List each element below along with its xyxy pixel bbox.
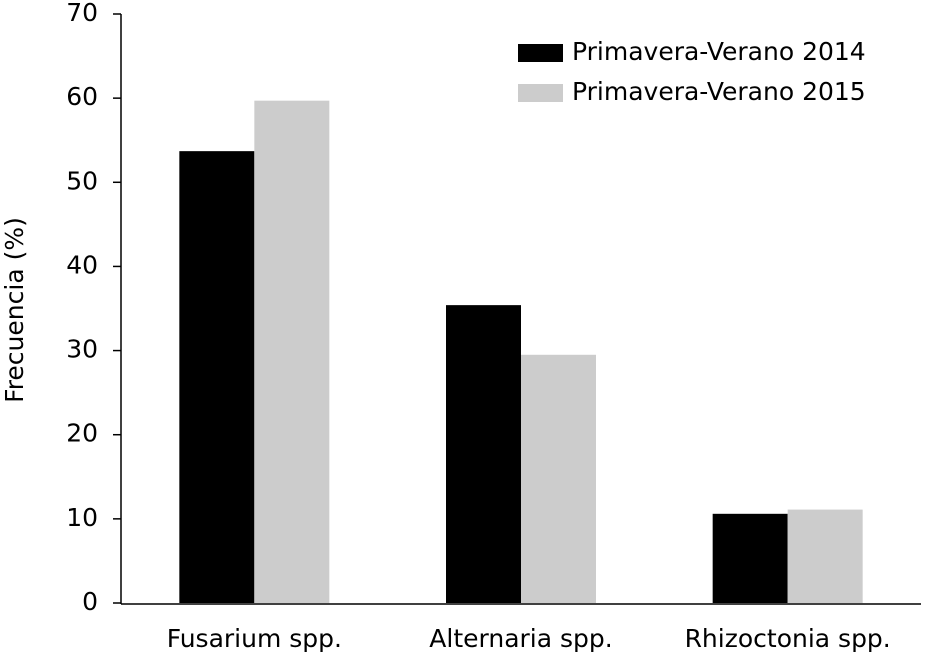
legend-swatch: [518, 84, 563, 102]
legend-swatch: [518, 44, 563, 62]
y-tick-label: 20: [66, 419, 98, 448]
x-tick-label: Rhizoctonia spp.: [685, 624, 891, 653]
y-axis-label: Frecuencia (%): [0, 217, 29, 403]
y-tick-label: 40: [66, 250, 98, 279]
y-tick-label: 10: [66, 503, 98, 532]
y-tick-label: 30: [66, 335, 98, 364]
x-tick-label: Alternaria spp.: [429, 624, 612, 653]
bar: [787, 509, 863, 603]
legend-label: Primavera-Verano 2014: [572, 37, 866, 66]
y-tick-label: 50: [66, 166, 98, 195]
y-tick-label: 70: [66, 0, 98, 27]
legend-label: Primavera-Verano 2015: [572, 77, 866, 106]
x-tick-label: Fusarium spp.: [167, 624, 342, 653]
bar: [521, 354, 596, 603]
y-tick-label: 60: [66, 82, 98, 111]
bar: [179, 151, 255, 603]
bar: [446, 305, 521, 603]
y-tick-label: 0: [82, 587, 98, 616]
bar: [254, 100, 330, 603]
bar: [712, 513, 788, 603]
